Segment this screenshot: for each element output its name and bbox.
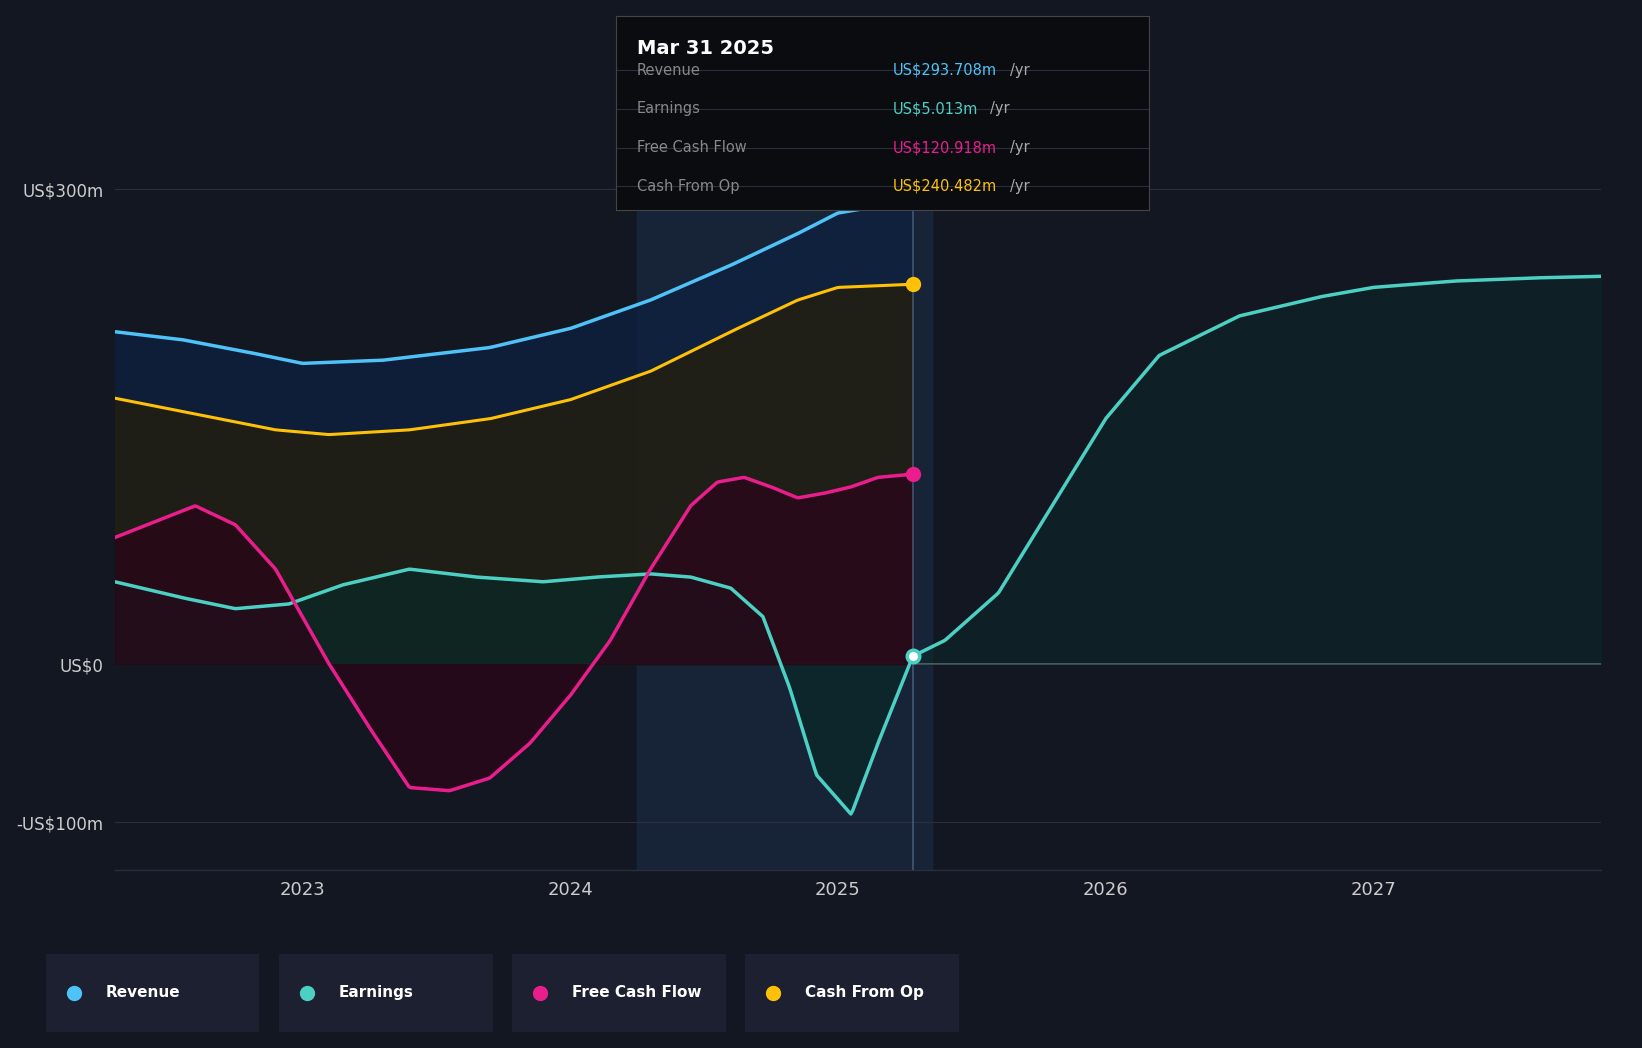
Text: Earnings: Earnings xyxy=(338,985,414,1001)
Bar xyxy=(637,94,931,870)
Text: Free Cash Flow: Free Cash Flow xyxy=(571,985,701,1001)
Text: /yr: /yr xyxy=(990,102,1010,116)
Text: Mar 31 2025: Mar 31 2025 xyxy=(637,39,773,58)
Text: /yr: /yr xyxy=(1010,179,1030,194)
Text: /yr: /yr xyxy=(1010,63,1030,78)
Text: US$120.918m: US$120.918m xyxy=(893,140,997,155)
Text: Earnings: Earnings xyxy=(637,102,701,116)
Text: US$293.708m: US$293.708m xyxy=(893,63,997,78)
Text: Analysts Forecasts: Analysts Forecasts xyxy=(923,151,1066,166)
Text: Revenue: Revenue xyxy=(637,63,701,78)
Text: Cash From Op: Cash From Op xyxy=(805,985,924,1001)
Text: US$5.013m: US$5.013m xyxy=(893,102,979,116)
Text: Cash From Op: Cash From Op xyxy=(637,179,739,194)
Text: Free Cash Flow: Free Cash Flow xyxy=(637,140,747,155)
Text: Revenue: Revenue xyxy=(105,985,181,1001)
Text: US$240.482m: US$240.482m xyxy=(893,179,997,194)
Text: /yr: /yr xyxy=(1010,140,1030,155)
Text: Past: Past xyxy=(870,151,901,166)
